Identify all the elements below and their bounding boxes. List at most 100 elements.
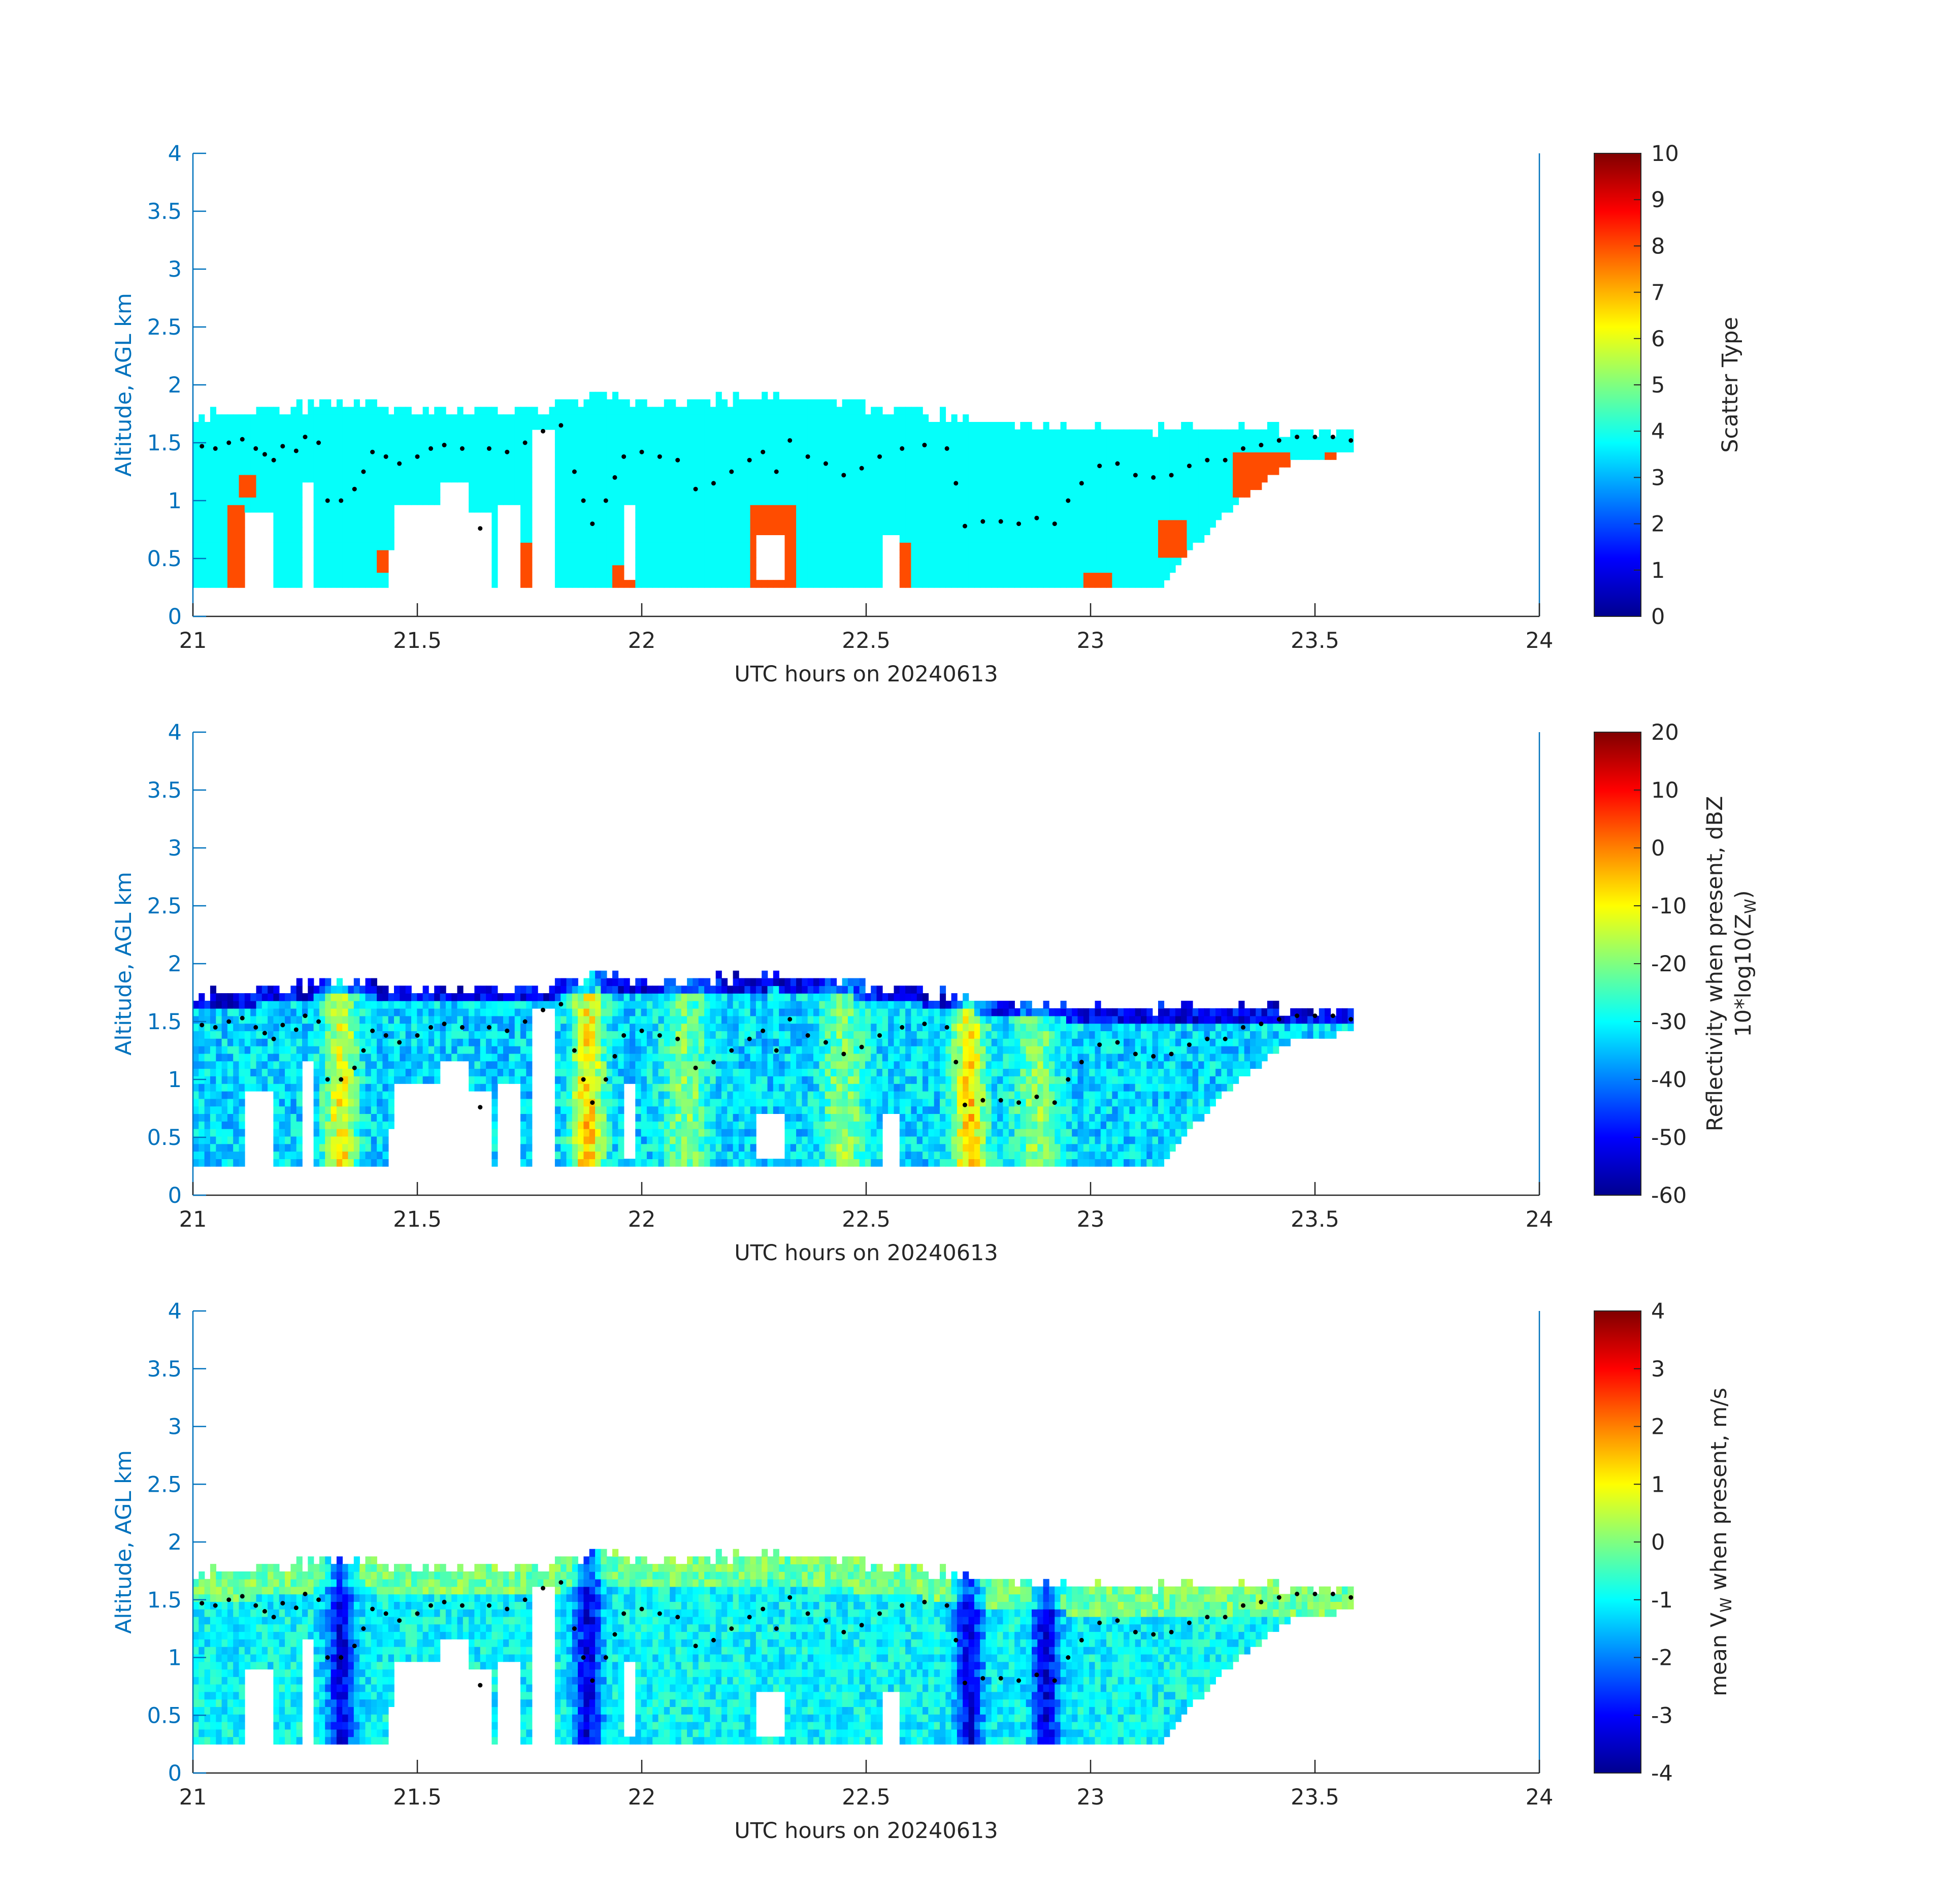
heatmap-cell: [400, 993, 406, 1001]
heatmap-cell: [865, 497, 871, 505]
heatmap-cell: [807, 489, 814, 498]
heatmap-cell: [359, 1038, 366, 1046]
heatmap-cell: [767, 482, 774, 490]
heatmap-cell: [1158, 549, 1165, 558]
heatmap-cell: [290, 1151, 297, 1159]
heatmap-cell: [216, 580, 222, 588]
heatmap-cell: [359, 482, 366, 490]
heatmap-cell: [434, 489, 441, 498]
heatmap-cell: [520, 467, 527, 475]
heatmap-cell: [1106, 557, 1113, 566]
heatmap-cell: [968, 444, 975, 452]
heatmap-cell: [261, 505, 268, 513]
heatmap-cell: [348, 519, 354, 528]
heatmap-cell: [1008, 565, 1015, 573]
heatmap-cell: [916, 489, 923, 498]
heatmap-cell: [239, 444, 245, 452]
heatmap-cell: [509, 459, 515, 468]
heatmap-cell: [842, 407, 848, 415]
heatmap-cell: [336, 565, 343, 573]
heatmap-cell: [750, 474, 756, 483]
heatmap-cell: [1089, 565, 1096, 573]
heatmap-cell: [1112, 489, 1118, 498]
heatmap-cell: [359, 986, 366, 994]
heatmap-cell: [520, 1136, 527, 1144]
heatmap-cell: [348, 535, 354, 543]
heatmap-cell: [440, 986, 446, 994]
heatmap-cell: [773, 527, 779, 535]
heatmap-cell: [296, 414, 303, 422]
heatmap-cell: [727, 497, 734, 505]
heatmap-cell: [1049, 557, 1056, 566]
heatmap-cell: [1261, 459, 1268, 468]
heatmap-cell: [290, 1031, 297, 1039]
heatmap-cell: [440, 993, 446, 1001]
heatmap-cell: [256, 1068, 262, 1076]
heatmap-cell: [388, 1106, 394, 1114]
heatmap-cell: [313, 1113, 320, 1122]
heatmap-cell: [319, 565, 325, 573]
heatmap-cell: [221, 459, 228, 468]
heatmap-cell: [923, 429, 929, 438]
heatmap-cell: [991, 452, 998, 460]
heatmap-cell: [296, 1015, 303, 1024]
heatmap-cell: [273, 1106, 280, 1114]
heatmap-cell: [876, 444, 883, 452]
heatmap-cell: [233, 489, 240, 498]
heatmap-cell: [199, 535, 205, 543]
heatmap-cell: [342, 986, 349, 994]
heatmap-cell: [285, 1091, 291, 1099]
heatmap-cell: [1296, 452, 1302, 460]
heatmap-cell: [491, 1015, 498, 1024]
heatmap-cell: [394, 437, 401, 445]
heatmap-cell: [905, 482, 912, 490]
heatmap-cell: [899, 535, 906, 543]
heatmap-cell: [359, 542, 366, 550]
heatmap-cell: [888, 414, 895, 422]
heatmap-cell: [526, 505, 533, 513]
heatmap-cell: [842, 422, 848, 430]
heatmap-cell: [491, 505, 498, 513]
heatmap-cell: [957, 474, 963, 483]
heatmap-cell: [1026, 512, 1032, 520]
heatmap-cell: [1072, 452, 1078, 460]
heatmap-cell: [1187, 444, 1193, 452]
heatmap-cell: [359, 1084, 366, 1092]
heatmap-cell: [905, 572, 912, 580]
heatmap-cell: [583, 527, 590, 535]
heatmap-cell: [491, 1136, 498, 1144]
heatmap-cell: [1077, 519, 1084, 528]
heatmap-cell: [268, 1001, 274, 1009]
heatmap-cell: [359, 1076, 366, 1084]
heatmap-cell: [210, 429, 216, 438]
heatmap-cell: [279, 422, 285, 430]
heatmap-cell: [630, 444, 636, 452]
heatmap-cell: [377, 1136, 383, 1144]
heatmap-cell: [957, 505, 963, 513]
heatmap-cell: [1043, 565, 1049, 573]
heatmap-cell: [1250, 474, 1257, 483]
heatmap-cell: [1077, 459, 1084, 468]
heatmap-cell: [796, 535, 803, 543]
heatmap-cell: [790, 505, 797, 513]
heatmap-cell: [365, 1128, 372, 1137]
heatmap-cell: [698, 399, 705, 408]
heatmap-cell: [336, 467, 343, 475]
heatmap-cell: [273, 1121, 280, 1129]
heatmap-cell: [876, 549, 883, 558]
heatmap-cell: [1100, 519, 1107, 528]
heatmap-cell: [331, 1159, 337, 1167]
heatmap-cell: [595, 429, 602, 438]
heatmap-cell: [193, 1143, 200, 1152]
heatmap-cell: [417, 1015, 423, 1024]
heatmap-cell: [1008, 519, 1015, 528]
heatmap-cell: [313, 452, 320, 460]
heatmap-cell: [451, 1001, 458, 1009]
heatmap-cell: [514, 1068, 521, 1076]
heatmap-cell: [733, 482, 739, 490]
heatmap-cell: [721, 497, 728, 505]
heatmap-cell: [687, 489, 694, 498]
heatmap-cell: [1072, 497, 1078, 505]
cloud-base-dot: [1312, 435, 1318, 440]
heatmap-cell: [831, 437, 837, 445]
